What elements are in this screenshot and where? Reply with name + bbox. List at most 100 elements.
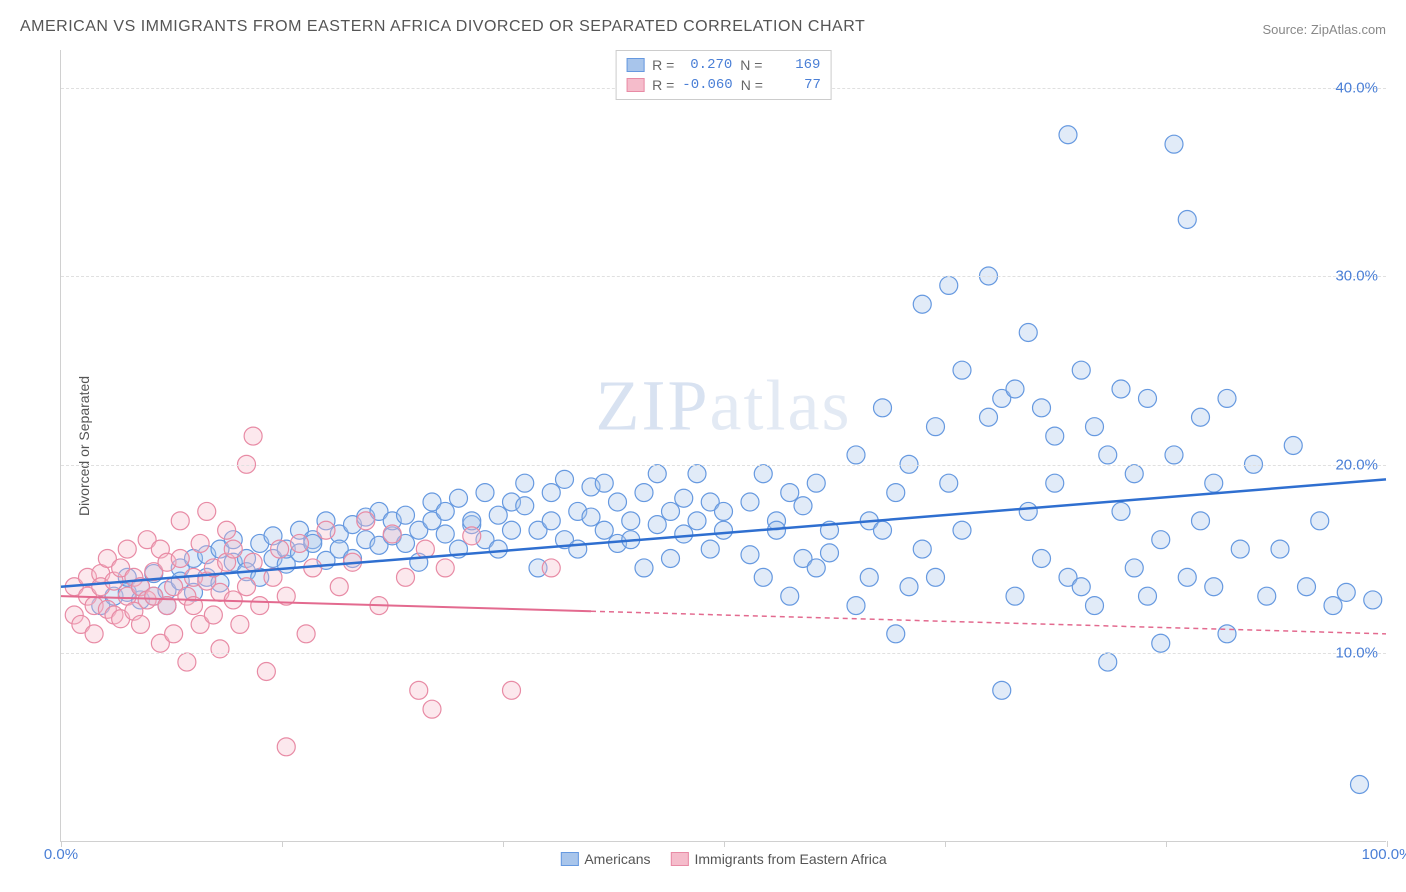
data-point bbox=[516, 497, 534, 515]
data-point bbox=[1152, 531, 1170, 549]
data-point bbox=[1033, 550, 1051, 568]
data-point bbox=[741, 546, 759, 564]
data-point bbox=[1086, 597, 1104, 615]
data-point bbox=[1324, 597, 1342, 615]
data-point bbox=[503, 521, 521, 539]
data-point bbox=[900, 578, 918, 596]
data-point bbox=[807, 474, 825, 492]
data-point bbox=[410, 681, 428, 699]
data-point bbox=[1165, 446, 1183, 464]
trend-line-dashed bbox=[591, 611, 1386, 634]
legend-item-americans: Americans bbox=[560, 851, 650, 867]
data-point bbox=[436, 525, 454, 543]
x-tick-mark bbox=[1166, 841, 1167, 847]
data-point bbox=[953, 521, 971, 539]
data-point bbox=[1284, 437, 1302, 455]
data-point bbox=[463, 527, 481, 545]
data-point bbox=[754, 568, 772, 586]
data-point bbox=[330, 578, 348, 596]
data-point bbox=[542, 512, 560, 530]
data-point bbox=[357, 512, 375, 530]
data-point bbox=[423, 700, 441, 718]
data-point bbox=[648, 516, 666, 534]
data-point bbox=[887, 484, 905, 502]
data-point bbox=[1351, 776, 1369, 794]
data-point bbox=[1178, 211, 1196, 229]
data-point bbox=[927, 418, 945, 436]
data-point bbox=[198, 502, 216, 520]
n-value-americans: 169 bbox=[770, 57, 820, 73]
data-point bbox=[1192, 512, 1210, 530]
data-point bbox=[595, 521, 613, 539]
data-point bbox=[821, 544, 839, 562]
data-point bbox=[1099, 446, 1117, 464]
data-point bbox=[648, 465, 666, 483]
data-point bbox=[436, 502, 454, 520]
data-point bbox=[980, 408, 998, 426]
data-point bbox=[556, 470, 574, 488]
swatch-icon bbox=[560, 852, 578, 866]
data-point bbox=[231, 615, 249, 633]
data-point bbox=[913, 540, 931, 558]
data-point bbox=[595, 474, 613, 492]
data-point bbox=[860, 568, 878, 586]
r-label: R = bbox=[652, 57, 674, 73]
legend-row-immigrants: R = -0.060 N = 77 bbox=[626, 75, 821, 95]
data-point bbox=[516, 474, 534, 492]
data-point bbox=[450, 489, 468, 507]
data-point bbox=[927, 568, 945, 586]
data-point bbox=[1139, 587, 1157, 605]
legend-row-americans: R = 0.270 N = 169 bbox=[626, 55, 821, 75]
data-point bbox=[1231, 540, 1249, 558]
data-point bbox=[204, 606, 222, 624]
x-tick-label: 0.0% bbox=[44, 846, 78, 863]
y-tick-label: 40.0% bbox=[1335, 79, 1378, 96]
data-point bbox=[1059, 126, 1077, 144]
data-point bbox=[609, 493, 627, 511]
data-point bbox=[85, 625, 103, 643]
n-label: N = bbox=[740, 57, 762, 73]
data-point bbox=[476, 484, 494, 502]
data-point bbox=[416, 540, 434, 558]
data-point bbox=[132, 615, 150, 633]
n-value-immigrants: 77 bbox=[771, 77, 821, 93]
data-point bbox=[291, 534, 309, 552]
data-point bbox=[489, 540, 507, 558]
data-point bbox=[715, 521, 733, 539]
data-point bbox=[1337, 583, 1355, 601]
data-point bbox=[569, 540, 587, 558]
data-point bbox=[1019, 324, 1037, 342]
data-point bbox=[1139, 389, 1157, 407]
x-tick-label: 100.0% bbox=[1362, 846, 1406, 863]
data-point bbox=[1046, 474, 1064, 492]
data-point bbox=[277, 738, 295, 756]
data-point bbox=[244, 427, 262, 445]
r-label: R = bbox=[652, 77, 674, 93]
data-point bbox=[1033, 399, 1051, 417]
data-point bbox=[436, 559, 454, 577]
data-point bbox=[297, 625, 315, 643]
data-point bbox=[582, 508, 600, 526]
data-point bbox=[1072, 578, 1090, 596]
swatch-icon bbox=[670, 852, 688, 866]
data-point bbox=[688, 512, 706, 530]
data-point bbox=[1125, 559, 1143, 577]
gridline bbox=[61, 276, 1386, 277]
data-point bbox=[807, 559, 825, 577]
data-point bbox=[383, 525, 401, 543]
data-point bbox=[662, 550, 680, 568]
data-point bbox=[1046, 427, 1064, 445]
y-tick-label: 10.0% bbox=[1335, 645, 1378, 662]
data-point bbox=[741, 493, 759, 511]
legend-label: Immigrants from Eastern Africa bbox=[694, 851, 886, 867]
x-tick-mark bbox=[724, 841, 725, 847]
data-point bbox=[271, 540, 289, 558]
data-point bbox=[218, 521, 236, 539]
data-point bbox=[171, 550, 189, 568]
legend-label: Americans bbox=[584, 851, 650, 867]
data-point bbox=[1364, 591, 1382, 609]
data-point bbox=[887, 625, 905, 643]
data-point bbox=[1205, 474, 1223, 492]
data-point bbox=[754, 465, 772, 483]
gridline bbox=[61, 465, 1386, 466]
